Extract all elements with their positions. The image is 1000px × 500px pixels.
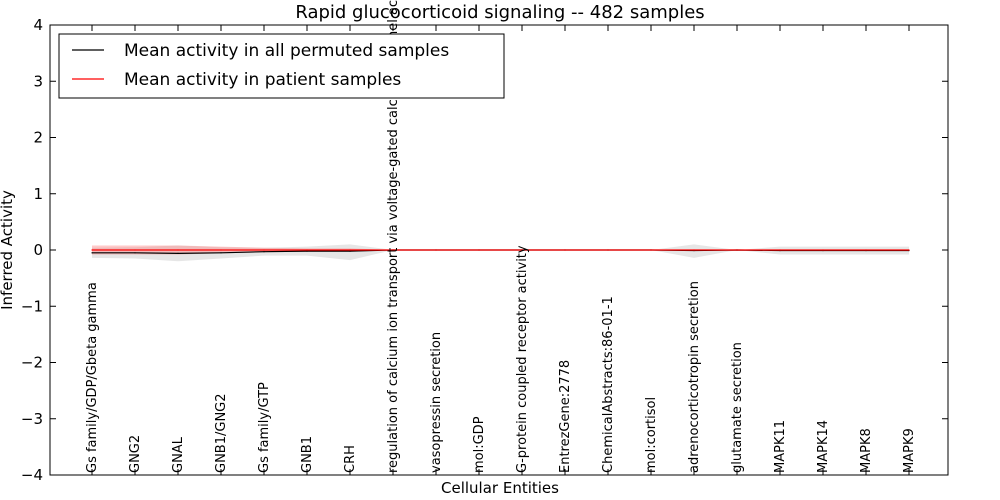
y-axis-label: Inferred Activity [0,190,16,310]
series-1-point [435,249,437,251]
x-axis-ticks [91,25,910,475]
series-1-point [177,249,179,251]
y-tick-label: −4 [21,466,43,484]
series-1-point [607,249,609,251]
series-1-point [263,249,265,251]
category-label: G-protein coupled receptor activity [515,245,530,473]
category-label: mol:GDP [472,416,487,473]
y-tick-label: −1 [21,297,43,315]
series-1-point [521,249,523,251]
series-1-point [779,249,781,251]
series-0-point [134,252,136,254]
series-1-point [91,249,93,251]
series-band-0 [92,244,909,262]
category-label: GNAL [171,436,186,473]
series-1-point [564,249,566,251]
series-1-point [220,249,222,251]
category-label: MAPK9 [902,428,917,473]
series-1-point [478,249,480,251]
category-label: regulation of calcium ion transport via … [386,0,401,473]
chart-title: Rapid glucocorticoid signaling -- 482 sa… [295,2,704,23]
y-tick-label: −2 [21,354,43,372]
category-label: GNB1 [300,436,315,473]
y-tick-label: 1 [33,185,43,203]
series-1-point [134,249,136,251]
legend-label-permuted: Mean activity in all permuted samples [124,41,449,61]
series-1-point [822,249,824,251]
series-1-point [392,249,394,251]
category-label: EntrezGene:2778 [558,360,573,473]
category-label: MAPK8 [859,428,874,473]
y-tick-label: 2 [33,129,43,147]
series-0-point [91,252,93,254]
category-label: adrenocorticotropin secretion [687,281,702,473]
series-1-point [908,249,910,251]
category-label: glutamate secretion [730,342,745,473]
series-0-point [220,252,222,254]
series-0-point [177,252,179,254]
category-label: vasopressin secretion [429,332,444,473]
series-1-point [306,249,308,251]
category-label: GNB1/GNG2 [214,393,229,473]
category-label: CRH [343,445,358,473]
series-1-point [736,249,738,251]
series-0-point [263,251,265,253]
plot-frame [49,24,949,476]
category-label: Gs family/GDP/Gbeta gamma [85,282,100,473]
series-1-point [349,249,351,251]
series-1-point [865,249,867,251]
series-1-point [650,249,652,251]
y-tick-label: 0 [33,241,43,259]
series-0-point [306,250,308,252]
y-tick-label: 4 [33,16,43,34]
category-label: ChemicalAbstracts:86-01-1 [601,296,616,473]
y-axis-ticks: −4 −3 −2 −1 0 1 2 3 4 [21,16,948,484]
series-1-point [693,249,695,251]
legend-box [58,33,505,99]
category-label: MAPK14 [816,420,831,473]
legend-label-patient: Mean activity in patient samples [124,70,401,90]
category-labels: Gs family/GDP/Gbeta gamma GNG2 GNAL GNB1/GN… [85,0,917,473]
series-lines [91,249,910,254]
y-tick-label: −3 [21,410,43,428]
x-axis-label: Cellular Entities [441,479,559,497]
category-label: GNG2 [128,435,143,473]
category-label: MAPK11 [773,420,788,473]
y-tick-label: 3 [33,72,43,90]
series-0-point [349,250,351,252]
legend: Mean activity in all permuted samples Me… [58,33,505,99]
category-label: Gs family/GTP [257,382,272,473]
category-label: mol:cortisol [644,397,659,473]
